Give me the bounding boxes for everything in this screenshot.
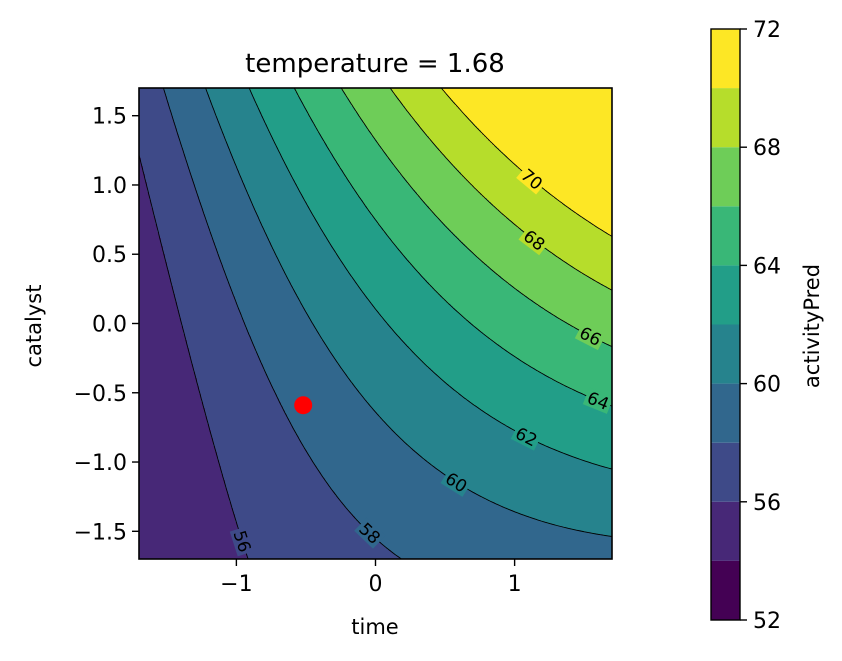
y-tick-label: 1.0 xyxy=(92,174,127,199)
colorbar-band-58 xyxy=(711,384,740,443)
colorbar-band-52 xyxy=(711,561,740,620)
colorbar-bands xyxy=(711,29,740,620)
colorbar-band-62 xyxy=(711,265,740,324)
colorbar: 52 56 60 64 68 72 activityPred xyxy=(711,18,824,634)
colorbar-tick-label: 56 xyxy=(753,491,781,516)
y-axis-title: catalyst xyxy=(22,285,46,368)
y-tick-label: 0.5 xyxy=(92,243,127,268)
plot-title: temperature = 1.68 xyxy=(245,49,505,79)
colorbar-tick-label: 68 xyxy=(753,136,781,161)
x-axis: −1 0 1 xyxy=(220,559,521,597)
colorbar-band-56 xyxy=(711,443,740,502)
colorbar-band-70 xyxy=(711,29,740,88)
x-tick-label: 0 xyxy=(369,572,383,597)
y-tick-label: 0.0 xyxy=(92,313,127,338)
x-tick-label: 1 xyxy=(508,572,522,597)
y-axis: −1.5 −1.0 −0.5 0.0 0.5 1.0 1.5 xyxy=(74,105,139,546)
colorbar-band-60 xyxy=(711,325,740,384)
marker-layer xyxy=(294,396,312,414)
colorbar-band-66 xyxy=(711,147,740,206)
colorbar-tick-label: 52 xyxy=(753,609,781,634)
y-tick-label: −1.5 xyxy=(74,520,127,545)
current-point-marker xyxy=(294,396,312,414)
x-axis-title: time xyxy=(351,615,398,639)
x-tick-label: −1 xyxy=(220,572,252,597)
colorbar-band-64 xyxy=(711,206,740,265)
contour-fill-layer xyxy=(139,88,613,560)
colorbar-ticks: 52 56 60 64 68 72 xyxy=(740,18,781,634)
y-tick-label: −1.0 xyxy=(74,451,127,476)
colorbar-title: activityPred xyxy=(800,264,824,388)
colorbar-band-54 xyxy=(711,502,740,561)
colorbar-tick-label: 60 xyxy=(753,373,781,398)
colorbar-tick-label: 72 xyxy=(753,18,781,43)
y-tick-label: 1.5 xyxy=(92,105,127,130)
colorbar-tick-label: 64 xyxy=(753,254,781,279)
colorbar-band-68 xyxy=(711,88,740,147)
y-tick-label: −0.5 xyxy=(74,382,127,407)
